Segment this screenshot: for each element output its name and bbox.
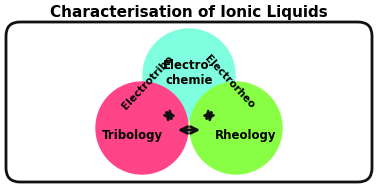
Text: Rheology: Rheology [215, 129, 277, 143]
FancyBboxPatch shape [6, 22, 372, 182]
Text: Characterisation of Ionic Liquids: Characterisation of Ionic Liquids [50, 5, 328, 20]
Circle shape [143, 29, 235, 121]
Circle shape [96, 82, 188, 174]
Text: Electrotribo: Electrotribo [121, 53, 175, 111]
Text: Electrorheo: Electrorheo [203, 54, 257, 110]
Text: Electro-
chemie: Electro- chemie [163, 59, 215, 87]
Text: Tribology: Tribology [101, 129, 163, 143]
Circle shape [190, 82, 282, 174]
